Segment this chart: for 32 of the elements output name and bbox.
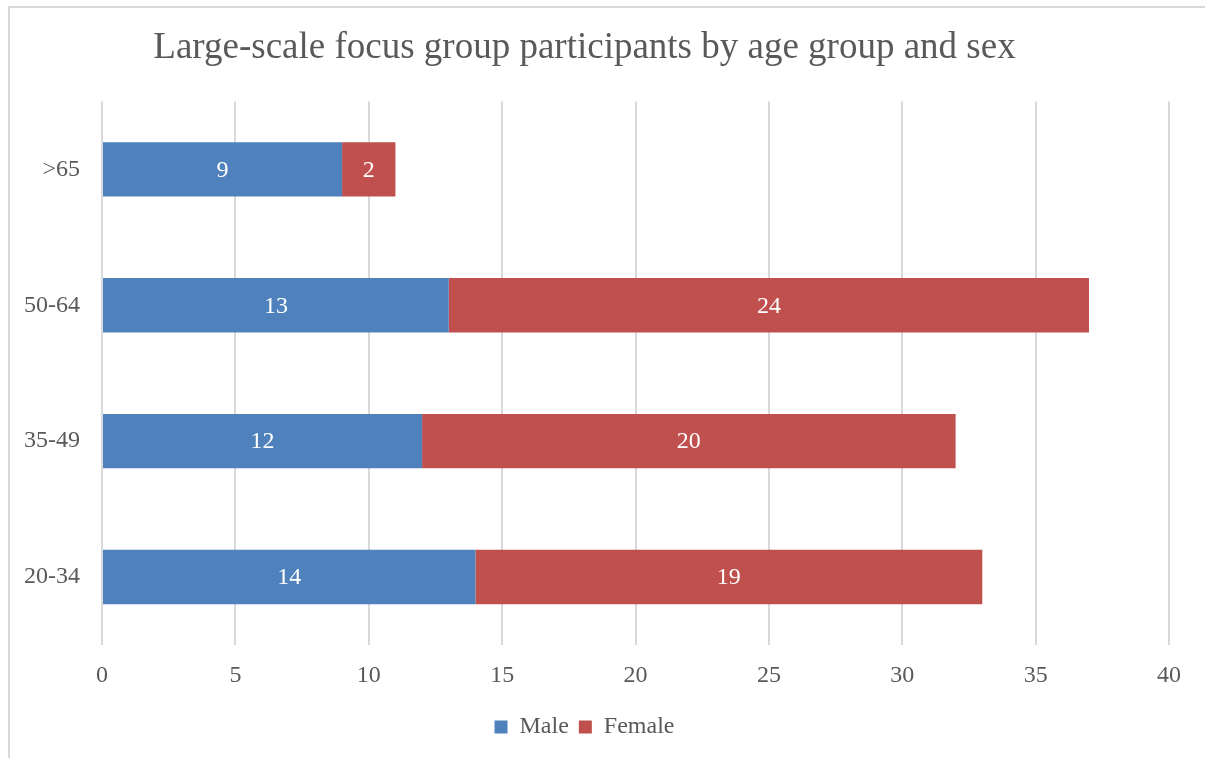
data-label: 9: [216, 155, 229, 182]
data-label: 14: [277, 563, 302, 590]
x-tick-label: 0: [96, 660, 108, 687]
x-tick-label: 40: [1157, 660, 1181, 687]
data-label: 12: [250, 427, 275, 454]
data-label: 13: [263, 291, 288, 318]
y-tick-label: 20-34: [24, 562, 80, 589]
x-tick-label: 30: [890, 660, 915, 687]
x-tick-label: 35: [1023, 660, 1048, 687]
chart-title: Large-scale focus group participants by age group and sex: [153, 24, 1017, 66]
x-tick-label: 25: [756, 660, 781, 687]
x-tick-label: 5: [229, 660, 242, 687]
bar: [342, 142, 396, 197]
legend-label: Male: [519, 712, 569, 739]
bar: [103, 278, 449, 333]
data-label: 24: [756, 291, 781, 318]
data-label: 2: [362, 155, 375, 182]
bar: [422, 413, 956, 469]
x-tick-label: 20: [623, 660, 648, 687]
y-tick-label: 50-64: [24, 290, 80, 317]
bar: [448, 278, 1089, 333]
x-tick-label: 15: [490, 660, 515, 687]
y-tick-label: >65: [42, 154, 80, 181]
data-label: 19: [716, 563, 741, 590]
x-tick-label: 10: [356, 660, 381, 687]
data-label: 20: [676, 427, 701, 454]
bar: [103, 413, 423, 469]
y-tick-label: 35-49: [24, 426, 80, 453]
bar: [475, 549, 983, 605]
bar: [103, 549, 476, 605]
legend-label: Female: [603, 712, 675, 739]
bar: [103, 142, 343, 197]
